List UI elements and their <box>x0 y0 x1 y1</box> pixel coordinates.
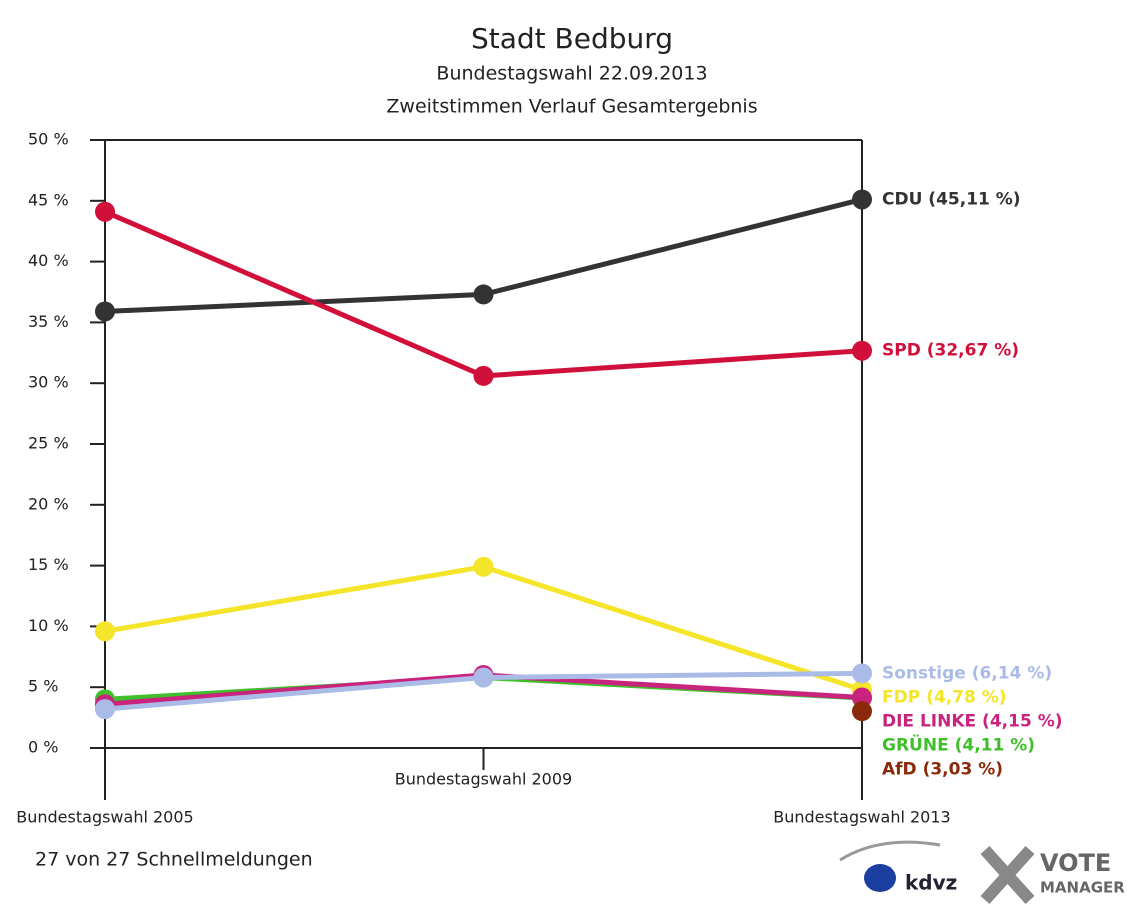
y-tick-label: 40 % <box>28 251 69 270</box>
logo-text: VOTE <box>1040 849 1111 877</box>
data-point <box>473 556 494 577</box>
data-label: GRÜNE (4,11 %) <box>882 733 1035 755</box>
y-tick-label: 30 % <box>28 373 69 392</box>
chart-subtitle: Bundestagswahl 22.09.2013 <box>436 63 707 85</box>
data-point <box>95 201 115 222</box>
x-tick-label: Bundestagswahl 2013 <box>773 808 950 827</box>
y-tick-label: 15 % <box>28 555 69 574</box>
data-point <box>473 284 494 305</box>
logo-text: MANAGER <box>1040 879 1125 897</box>
data-label: Sonstige (6,14 %) <box>882 663 1052 683</box>
data-label: FDP (4,78 %) <box>882 687 1007 707</box>
y-tick-label: 25 % <box>28 434 69 453</box>
data-point <box>95 621 115 642</box>
data-point <box>473 667 494 688</box>
logo-cross <box>980 845 1035 905</box>
y-tick-label: 10 % <box>28 616 69 635</box>
data-point <box>852 189 872 210</box>
footer-note: 27 von 27 Schnellmeldungen <box>35 849 313 871</box>
data-label: SPD (32,67 %) <box>882 341 1019 361</box>
data-point <box>95 301 115 322</box>
data-point <box>852 701 872 722</box>
data-point <box>473 365 494 386</box>
y-tick-label: 35 % <box>28 312 69 331</box>
logo-icon <box>864 864 896 892</box>
data-label: AfD (3,03 %) <box>882 759 1003 779</box>
chart-subtitle: Zweitstimmen Verlauf Gesamtergebnis <box>386 96 757 118</box>
logo-text: kdvz <box>905 871 957 895</box>
data-point <box>95 699 115 720</box>
y-tick-label: 50 % <box>28 130 69 149</box>
data-label: CDU (45,11 %) <box>882 189 1021 209</box>
data-point <box>852 340 872 361</box>
x-tick-label: Bundestagswahl 2005 <box>16 808 193 827</box>
logo-swoosh <box>839 840 941 862</box>
chart-title: Stadt Bedburg <box>471 22 673 55</box>
y-tick-label: 0 % <box>28 738 58 757</box>
y-tick-label: 5 % <box>28 677 58 696</box>
y-tick-label: 20 % <box>28 494 69 513</box>
data-label: DIE LINKE (4,15 %) <box>882 711 1063 731</box>
y-tick-label: 45 % <box>28 190 69 209</box>
data-point <box>852 663 872 684</box>
x-tick-label: Bundestagswahl 2009 <box>395 770 572 789</box>
